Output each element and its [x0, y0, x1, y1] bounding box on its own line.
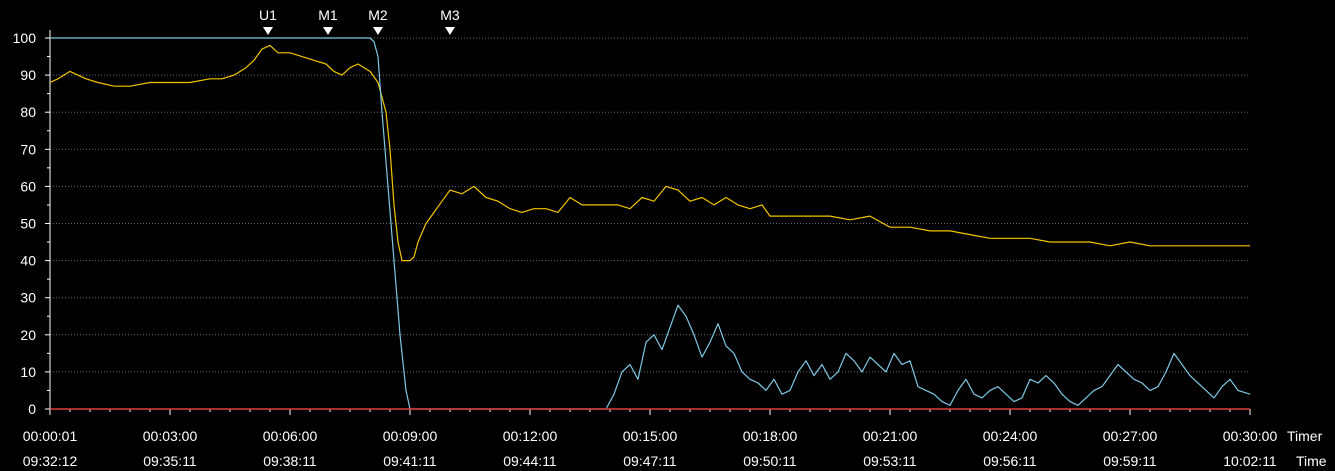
- series-line-0: [49, 44, 1250, 262]
- y-tick-label-50: 50: [20, 216, 36, 232]
- x-tick-label-timer-2: 00:06:00: [263, 428, 318, 444]
- x-tick-label-time-5: 09:47:11: [623, 453, 677, 469]
- x-tick-label-timer-8: 00:24:00: [983, 428, 1038, 444]
- marker-label-2: M2: [368, 7, 388, 23]
- x-tick-label-timer-4: 00:12:00: [503, 428, 558, 444]
- y-tick-label-40: 40: [20, 253, 36, 269]
- marker-triangle-3: [445, 27, 455, 35]
- x-tick-label-time-7: 09:53:11: [863, 453, 917, 469]
- x-tick-label-time-2: 09:38:11: [263, 453, 317, 469]
- x-tick-label-timer-10: 00:30:00: [1223, 428, 1278, 444]
- x-tick-label-time-10: 10:02:11: [1223, 453, 1277, 469]
- x-tick-label-timer-7: 00:21:00: [863, 428, 918, 444]
- x-tick-label-timer-1: 00:03:00: [143, 428, 198, 444]
- marker-triangle-1: [323, 27, 333, 35]
- grid: [50, 37, 1250, 373]
- y-tick-label-0: 0: [28, 401, 36, 417]
- marker-triangle-2: [373, 27, 383, 35]
- marker-label-1: M1: [318, 7, 338, 23]
- x-tick-label-timer-0: 00:00:01: [23, 428, 78, 444]
- row-label-time: Time: [1296, 453, 1327, 469]
- marker-label-0: U1: [259, 7, 277, 23]
- y-tick-label-100: 100: [13, 30, 37, 46]
- y-tick-label-90: 90: [20, 67, 36, 83]
- x-tick-label-time-3: 09:41:11: [383, 453, 437, 469]
- x-tick-label-time-1: 09:35:11: [143, 453, 197, 469]
- x-tick-label-time-8: 09:56:11: [983, 453, 1037, 469]
- y-tick-label-60: 60: [20, 178, 36, 194]
- x-tick-label-time-9: 09:59:11: [1103, 453, 1157, 469]
- x-tick-label-time-0: 09:32:12: [23, 453, 78, 469]
- x-tick-label-time-6: 09:50:11: [743, 453, 797, 469]
- marker-triangle-0: [263, 27, 273, 35]
- marker-group: U1 M1 M2 M3: [259, 7, 460, 35]
- y-tick-labels: 0 10 20 30 40 50 60 70 80 90 100: [13, 30, 37, 417]
- x-tick-label-timer-3: 00:09:00: [383, 428, 438, 444]
- y-tick-label-80: 80: [20, 104, 36, 120]
- series-group: [49, 37, 1251, 410]
- x-tick-label-timer-5: 00:15:00: [623, 428, 678, 444]
- marker-label-3: M3: [440, 7, 460, 23]
- x-tick-labels: 00:00:01 09:32:12 00:03:00 09:35:11 00:06:00…: [23, 428, 1327, 469]
- x-tick-label-timer-9: 00:27:00: [1103, 428, 1158, 444]
- y-tick-label-10: 10: [20, 364, 36, 380]
- y-tick-label-30: 30: [20, 290, 36, 306]
- y-tick-label-20: 20: [20, 327, 36, 343]
- row-label-timer: Timer: [1287, 428, 1323, 444]
- x-tick-label-timer-6: 00:18:00: [743, 428, 798, 444]
- x-tick-label-time-4: 09:44:11: [503, 453, 557, 469]
- y-tick-label-70: 70: [20, 141, 36, 157]
